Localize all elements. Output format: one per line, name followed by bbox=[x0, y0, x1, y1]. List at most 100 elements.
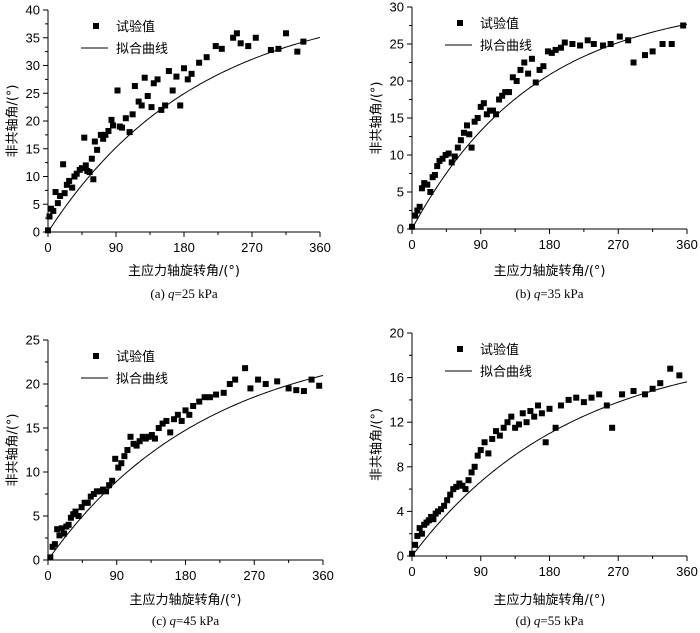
y-tick-label: 10 bbox=[26, 465, 40, 480]
data-point bbox=[489, 107, 496, 114]
data-point bbox=[196, 398, 203, 405]
data-point bbox=[460, 129, 467, 136]
data-point bbox=[580, 399, 587, 406]
data-point bbox=[124, 447, 131, 453]
data-point bbox=[421, 180, 428, 187]
data-point bbox=[625, 37, 632, 44]
data-point bbox=[51, 541, 58, 548]
y-tick-label: 20 bbox=[390, 74, 404, 89]
data-point bbox=[60, 161, 67, 168]
legend-label-fit: 拟合曲线 bbox=[116, 372, 168, 387]
data-point bbox=[196, 59, 203, 66]
data-point bbox=[464, 122, 470, 129]
data-point bbox=[91, 138, 98, 145]
data-point bbox=[206, 394, 213, 401]
data-point bbox=[58, 525, 65, 532]
data-point bbox=[453, 483, 460, 490]
data-point bbox=[506, 89, 513, 96]
y-tick-label: 20 bbox=[390, 326, 404, 341]
data-point bbox=[61, 530, 68, 537]
y-axis-title: 非共轴角/(°) bbox=[370, 81, 385, 154]
data-point bbox=[535, 402, 542, 409]
data-point bbox=[81, 134, 88, 141]
data-point bbox=[474, 115, 481, 121]
data-point bbox=[485, 450, 492, 457]
data-point bbox=[599, 42, 606, 49]
data-point bbox=[87, 493, 94, 500]
data-point bbox=[590, 41, 597, 47]
x-tick-label: 0 bbox=[44, 568, 51, 583]
data-point bbox=[471, 118, 478, 125]
data-point bbox=[294, 48, 301, 55]
data-point bbox=[274, 378, 281, 385]
data-point bbox=[126, 129, 133, 136]
x-tick-label: 180 bbox=[175, 568, 197, 583]
data-point bbox=[102, 131, 109, 138]
data-point bbox=[188, 70, 195, 77]
data-point bbox=[434, 163, 441, 170]
data-point bbox=[135, 98, 142, 105]
data-point bbox=[513, 78, 520, 84]
panel-c: 0 90 180 270 360 0 5 10 15 20 25 主应力轴旋转角/(°) 非共轴角/(°… bbox=[6, 333, 334, 629]
x-axis-title: 主应力轴旋转角/(°) bbox=[493, 592, 605, 608]
data-point bbox=[57, 192, 64, 199]
data-point bbox=[103, 488, 110, 495]
data-point bbox=[169, 87, 176, 94]
data-point bbox=[456, 480, 463, 487]
y-tick-label: 15 bbox=[26, 141, 40, 156]
legend-marker bbox=[457, 346, 463, 352]
data-point bbox=[649, 48, 656, 55]
data-point bbox=[489, 435, 496, 442]
data-point bbox=[502, 89, 509, 96]
data-point bbox=[45, 227, 51, 234]
y-tick-label: 8 bbox=[397, 459, 404, 474]
legend-label-fit: 拟合曲线 bbox=[480, 365, 532, 380]
data-point bbox=[133, 442, 140, 449]
y-axis-title: 非共轴角/(°) bbox=[6, 413, 21, 486]
data-point bbox=[477, 447, 484, 454]
y-tick-label: 4 bbox=[397, 504, 404, 519]
data-point bbox=[127, 433, 134, 440]
data-point bbox=[424, 181, 431, 188]
data-point bbox=[213, 391, 220, 398]
data-point bbox=[523, 419, 530, 426]
data-point bbox=[139, 433, 146, 440]
data-point bbox=[54, 526, 61, 533]
data-point bbox=[445, 150, 452, 157]
data-point bbox=[430, 516, 437, 523]
data-point bbox=[136, 438, 143, 445]
data-point bbox=[105, 127, 112, 134]
data-point bbox=[465, 477, 472, 484]
panel-b: 0 90 180 270 360 0 5 10 15 20 25 30 主应力轴旋转角/(°) 非共轴角/… bbox=[370, 0, 698, 301]
data-point bbox=[454, 144, 461, 151]
y-tick-label: 20 bbox=[26, 114, 40, 129]
data-point bbox=[255, 376, 262, 383]
data-point bbox=[171, 416, 178, 423]
data-point bbox=[630, 59, 637, 66]
x-tick-label: 0 bbox=[408, 564, 415, 579]
data-point bbox=[569, 41, 576, 47]
data-point bbox=[230, 34, 237, 41]
data-point bbox=[285, 385, 292, 392]
data-point bbox=[151, 435, 158, 442]
legend-label-fit: 拟合曲线 bbox=[480, 39, 532, 54]
data-point bbox=[486, 107, 493, 114]
legend-label-fit: 拟合曲线 bbox=[116, 42, 168, 57]
data-point bbox=[201, 394, 208, 401]
y-tick-label: 10 bbox=[26, 169, 40, 184]
data-point bbox=[233, 30, 240, 37]
data-point bbox=[609, 424, 616, 431]
data-point bbox=[61, 190, 68, 197]
panel-caption: (a) q=25 kPa bbox=[150, 286, 217, 301]
y-tick-label: 12 bbox=[390, 415, 404, 430]
data-point bbox=[450, 486, 457, 493]
x-tick-label: 90 bbox=[110, 568, 124, 583]
data-point bbox=[431, 171, 438, 178]
fit-curve bbox=[411, 381, 688, 557]
data-point bbox=[163, 417, 170, 424]
data-point bbox=[88, 155, 95, 162]
data-point bbox=[52, 189, 59, 196]
data-point bbox=[252, 34, 259, 41]
data-point bbox=[557, 402, 564, 409]
